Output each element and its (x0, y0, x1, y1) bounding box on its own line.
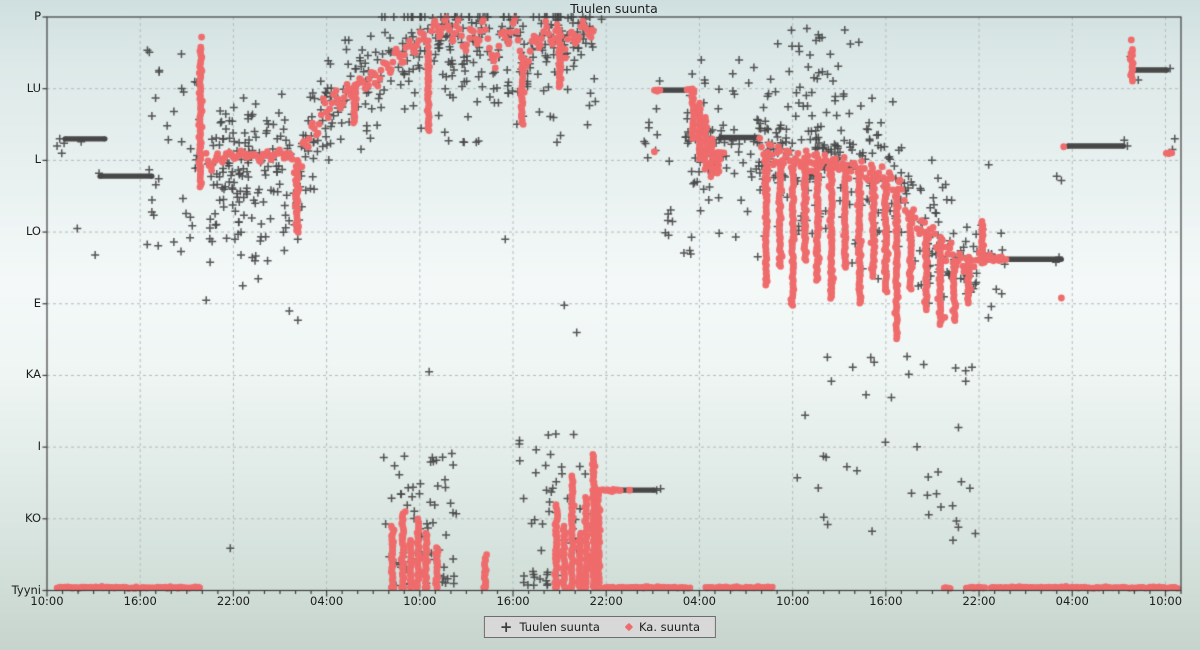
chart-legend: + Tuulen suunta Ka. suunta (483, 616, 717, 638)
x-axis-label: 10:00 (776, 594, 810, 608)
x-axis-label: 04:00 (682, 594, 717, 608)
y-axis-label: KO (25, 510, 41, 525)
x-axis-label: 22:00 (216, 594, 250, 608)
y-axis-label: P (34, 9, 41, 23)
y-axis-label: Tyyni (11, 582, 41, 597)
x-axis-label: 16:00 (869, 594, 903, 608)
x-axis-label: 10:00 (403, 594, 437, 608)
x-axis-label: 10:00 (30, 594, 64, 608)
y-axis-label: KA (25, 367, 41, 382)
x-axis-label: 16:00 (123, 594, 157, 608)
x-axis-label: 16:00 (496, 594, 530, 608)
legend-item-wind: + Tuulen suunta (499, 618, 600, 636)
y-axis-label: LU (26, 80, 41, 95)
x-axis-label: 22:00 (962, 594, 996, 608)
x-axis-label: 10:00 (1148, 594, 1183, 608)
y-axis-label: LO (25, 224, 41, 239)
legend-label-avg: Ka. suunta (638, 620, 701, 634)
y-axis-label: I (37, 439, 41, 454)
x-axis-label: 04:00 (310, 594, 344, 608)
legend-item-avg: Ka. suunta (624, 620, 701, 634)
plus-marker-icon: + (499, 618, 513, 636)
y-axis-label: L (34, 152, 41, 167)
chart-title: Tuulen suunta (570, 1, 658, 16)
x-axis-label: 04:00 (1055, 594, 1089, 608)
y-axis-label: E (33, 295, 41, 310)
legend-label-wind: Tuulen suunta (519, 620, 600, 634)
x-axis-label: 22:00 (589, 594, 623, 608)
dot-marker-icon (624, 622, 634, 632)
